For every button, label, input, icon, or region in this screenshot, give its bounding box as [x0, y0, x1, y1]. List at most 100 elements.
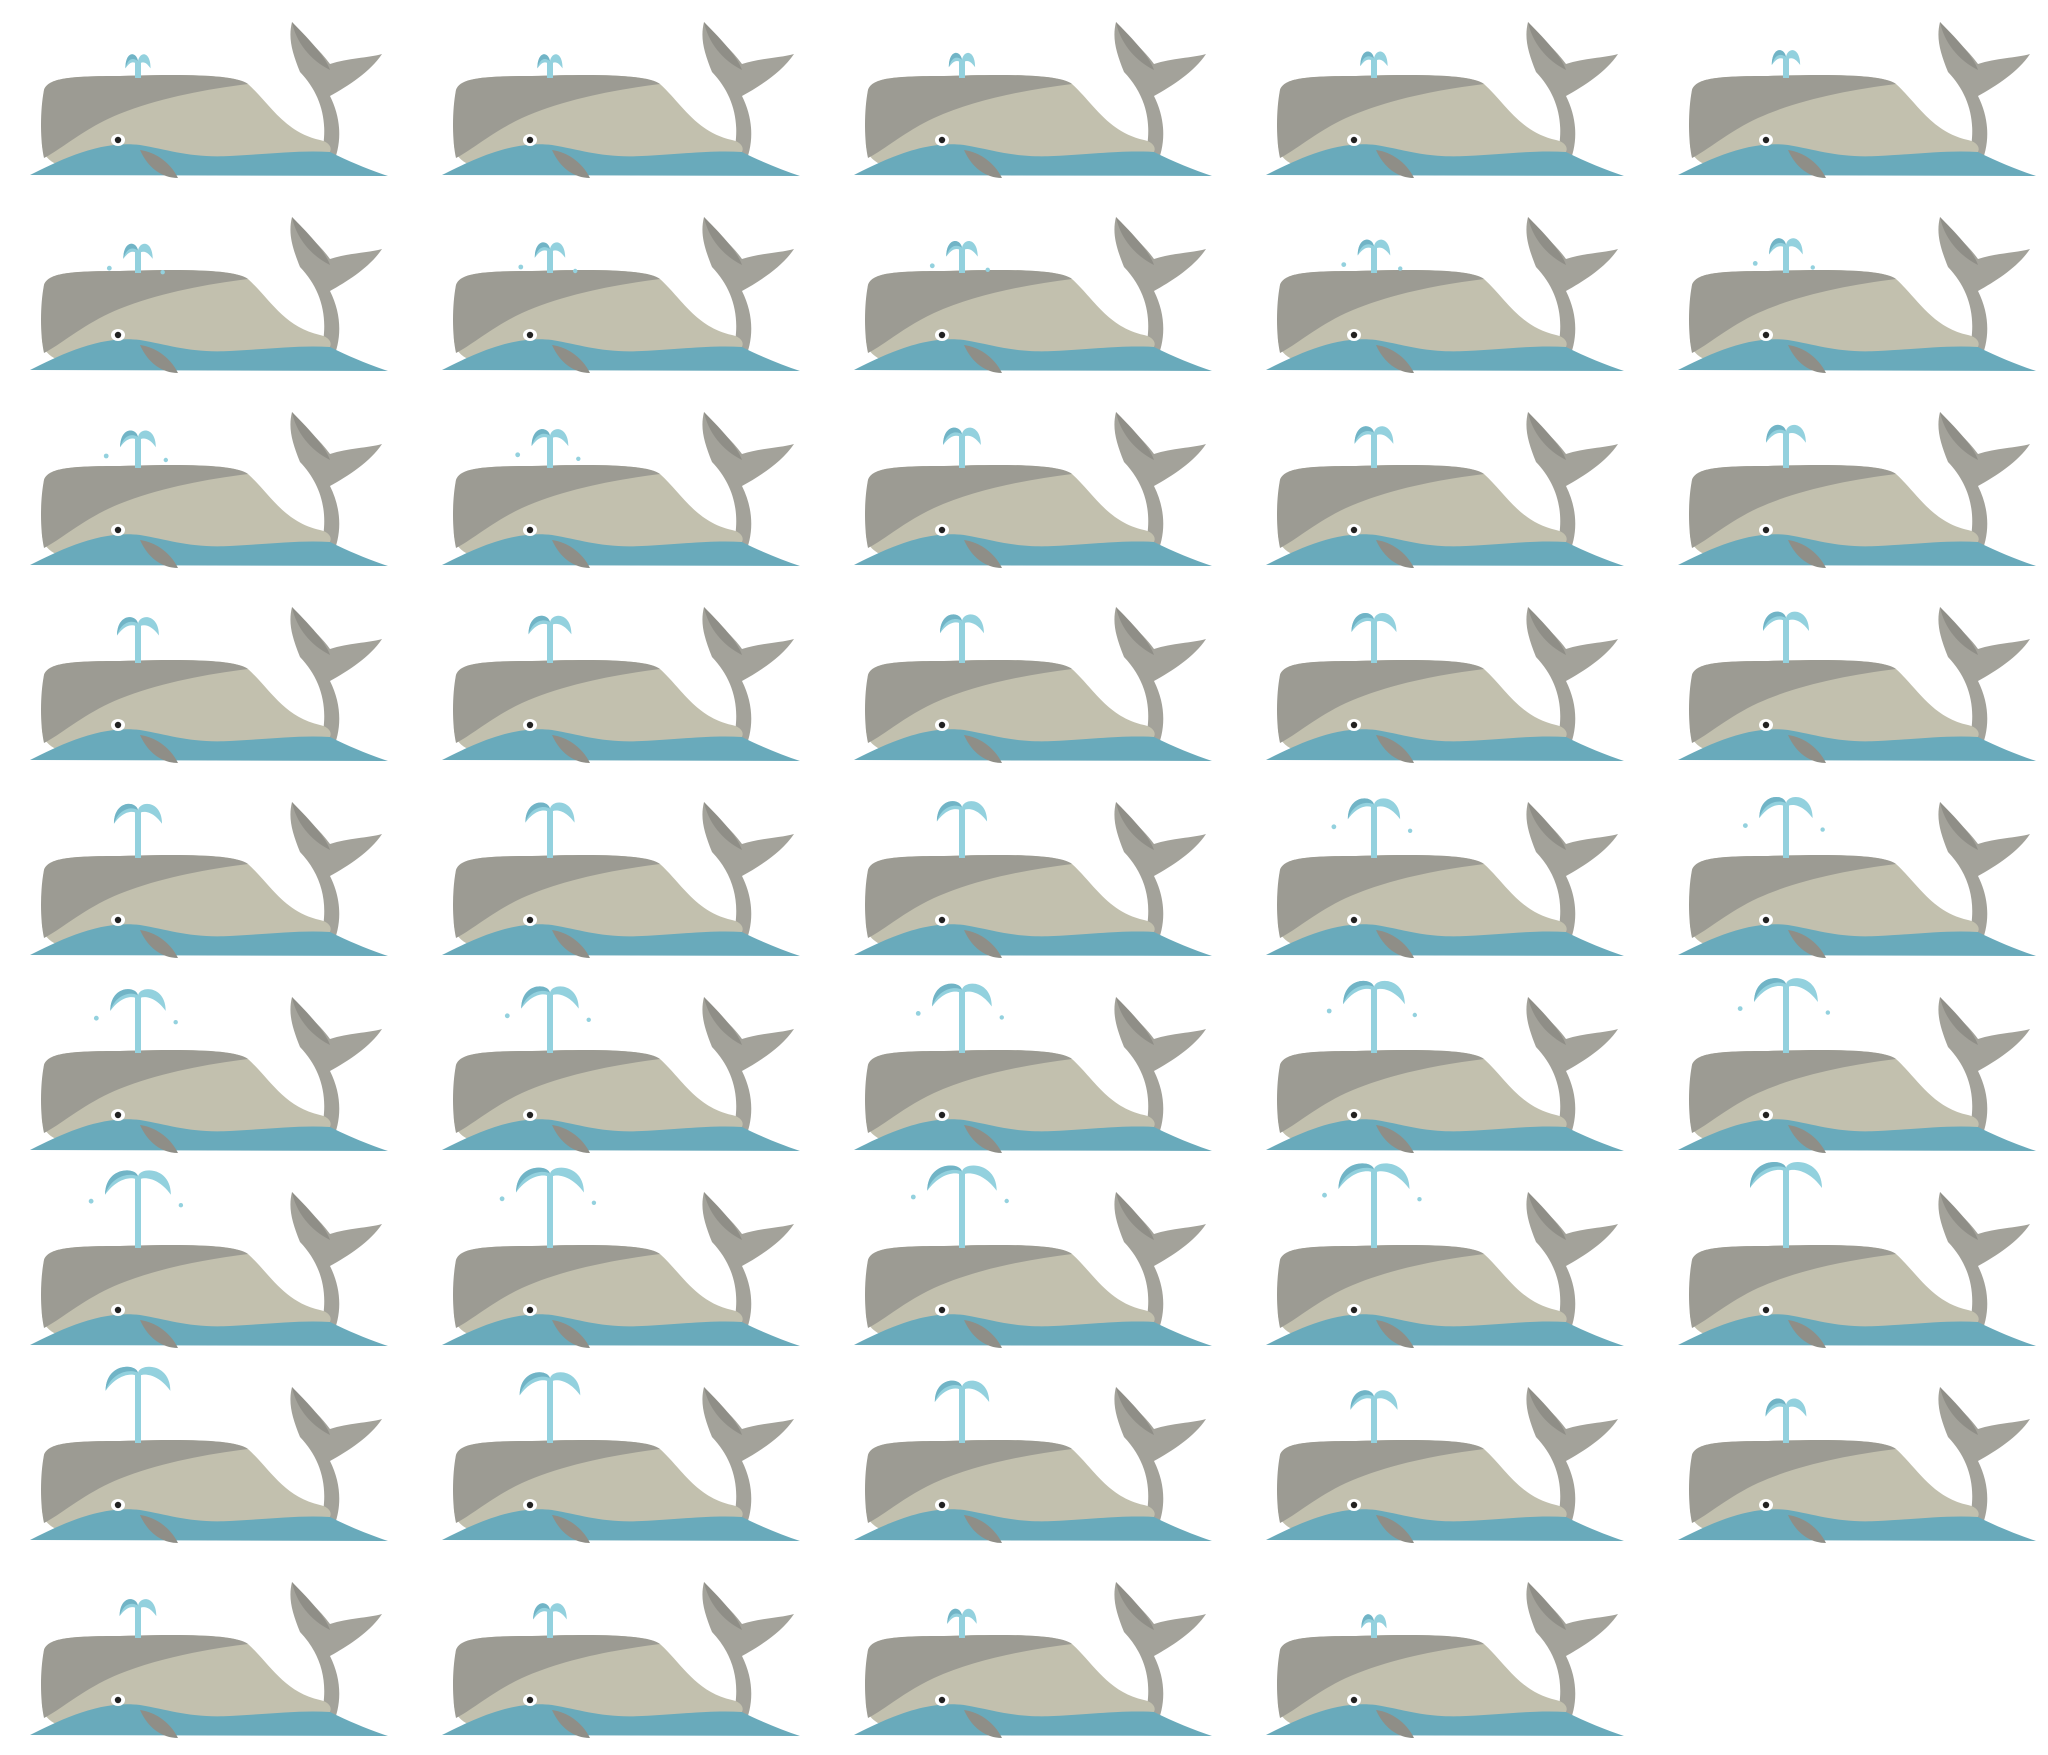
water-wave — [1678, 1509, 2036, 1541]
whale-eye-pupil — [526, 721, 534, 729]
whale-frame — [442, 585, 852, 780]
spout-shade — [1750, 1162, 1786, 1188]
whale-tail-shade — [292, 607, 330, 655]
spout-stem — [1783, 56, 1789, 78]
whale-tail-shade — [1528, 802, 1566, 850]
spout-shade — [1759, 796, 1786, 819]
spout-shade — [119, 1599, 138, 1617]
water-wave — [30, 534, 388, 566]
spout-stem — [135, 1372, 141, 1443]
whale-tail-shade — [1116, 1387, 1154, 1435]
whale-frame-art — [1266, 980, 1624, 1153]
whale-frame-art — [854, 1165, 1212, 1348]
spout-shade — [120, 430, 138, 448]
whale-flipper — [552, 1125, 590, 1153]
whale-tail-shade — [704, 1192, 742, 1240]
whale-flipper — [140, 1710, 178, 1738]
spout-stem — [959, 807, 965, 858]
water-wave — [30, 339, 388, 371]
whale-tail-shade — [1528, 997, 1566, 1045]
whale-frame — [1266, 195, 1676, 390]
whale-tail-shade — [1116, 22, 1154, 70]
whale-tail-shade — [292, 22, 330, 70]
spout-shade — [1354, 426, 1374, 444]
spout-stem — [1783, 1168, 1789, 1248]
spout-stem — [1371, 1169, 1377, 1248]
spout-drop — [1407, 828, 1413, 833]
whale-eye-pupil — [1762, 1111, 1770, 1119]
whale-tail-shade — [1940, 997, 1978, 1045]
spout-stem — [135, 250, 141, 273]
spout-shade — [531, 429, 550, 447]
spout-drop — [178, 1203, 184, 1208]
water-wave — [1266, 1314, 1624, 1346]
whale-tail-shade — [1528, 217, 1566, 265]
spout-shade — [1769, 238, 1786, 255]
whale-tail-shade — [292, 412, 330, 460]
whale-frame — [442, 390, 852, 585]
whale-frame — [854, 390, 1264, 585]
whale-tail-shade — [1528, 1387, 1566, 1435]
spout-stem — [1783, 803, 1789, 858]
whale-frame — [30, 1170, 440, 1365]
water-wave — [854, 1704, 1212, 1736]
spout-stem — [1783, 1405, 1789, 1443]
whale-frame-art — [442, 412, 800, 568]
whale-flipper — [552, 345, 590, 373]
whale-frame — [854, 1165, 1264, 1365]
whale-tail-shade — [292, 1192, 330, 1240]
water-wave — [1266, 924, 1624, 956]
whale-frame-art — [442, 1582, 800, 1738]
whale-back — [453, 269, 660, 353]
whale-frame — [1266, 1365, 1676, 1560]
whale-tail-shade — [1116, 607, 1154, 655]
whale-back — [41, 74, 248, 158]
whale-frame-art — [1266, 1582, 1624, 1738]
spout-drop — [999, 1015, 1004, 1020]
spout-drop — [93, 1015, 99, 1021]
spout-drop — [163, 457, 168, 463]
spout-shade — [525, 802, 550, 823]
spout-drop — [576, 456, 581, 461]
spout-stem — [959, 247, 965, 273]
spout-stem — [1371, 987, 1377, 1053]
whale-frame — [30, 780, 440, 975]
whale-flipper — [1788, 930, 1826, 958]
whale-frame — [30, 975, 440, 1170]
whale-back — [453, 1439, 660, 1523]
whale-flipper — [1376, 540, 1414, 568]
whale-back — [41, 464, 248, 548]
spout-stem — [135, 1605, 141, 1638]
whale-flipper — [1788, 150, 1826, 178]
whale-frame-art — [1678, 796, 2036, 958]
whale-flipper — [552, 930, 590, 958]
water-wave — [30, 924, 388, 956]
whale-frame-art — [1266, 217, 1624, 373]
whale-flipper — [964, 1320, 1002, 1348]
spout-stem — [547, 1609, 553, 1638]
whale-tail-shade — [1528, 1582, 1566, 1630]
whale-frame-art — [1266, 607, 1624, 763]
whale-eye-pupil — [1762, 1306, 1770, 1314]
whale-frame — [1678, 390, 2048, 585]
spout-drop — [173, 1020, 178, 1025]
whale-tail-shade — [704, 802, 742, 850]
spout-shade — [940, 614, 962, 634]
whale-eye-pupil — [938, 1306, 946, 1314]
spout-shade — [105, 1170, 138, 1195]
whale-back — [1689, 269, 1896, 353]
whale-frame — [442, 780, 852, 975]
whale-back — [41, 854, 248, 938]
whale-flipper — [1788, 1125, 1826, 1153]
whale-frame — [1678, 1162, 2048, 1365]
spout-drop — [1417, 1197, 1422, 1202]
spout-shade — [534, 242, 550, 258]
whale-tail-shade — [704, 412, 742, 460]
whale-eye-pupil — [526, 1696, 534, 1704]
whale-flipper — [140, 540, 178, 568]
spout-shade — [943, 427, 962, 445]
spout-stem — [547, 992, 553, 1053]
whale-frame-art — [1678, 607, 2036, 763]
whale-tail-shade — [1940, 1387, 1978, 1435]
spout-drop — [985, 267, 990, 272]
